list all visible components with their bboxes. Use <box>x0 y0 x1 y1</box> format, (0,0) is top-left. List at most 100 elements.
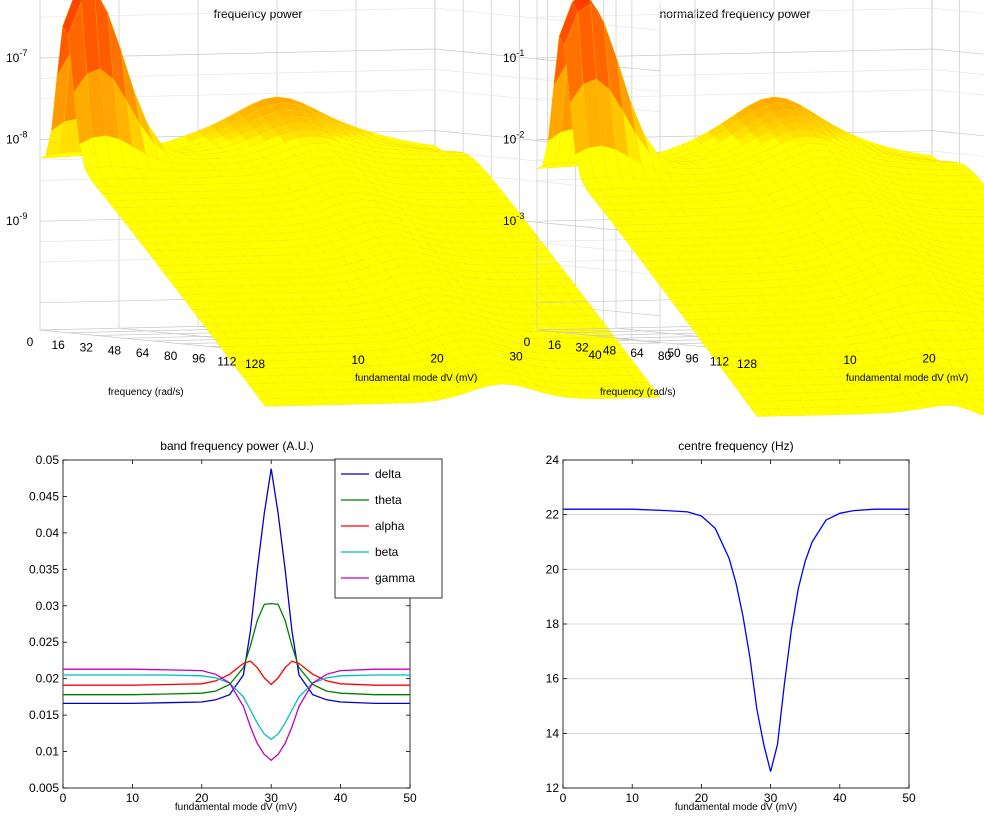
y-tick-label: 20 <box>922 351 936 365</box>
legend-entry-alpha: alpha <box>375 519 405 533</box>
x-tick-label: 50 <box>403 791 417 805</box>
series-line-alpha <box>63 660 410 686</box>
surface-cell <box>259 398 279 407</box>
wall-minor-grid-line <box>536 7 933 18</box>
legend-entry-beta: beta <box>375 545 399 559</box>
x-tick-label: 64 <box>136 346 150 360</box>
y-tick-label: 0.04 <box>36 526 60 540</box>
x-tick-label: 32 <box>80 341 94 355</box>
surface-mesh <box>536 0 984 417</box>
plot-area <box>62 459 411 789</box>
x-tick-label: 16 <box>548 338 562 352</box>
x-tick-label: 128 <box>737 357 757 371</box>
z-tick-label: 10-3 <box>503 211 524 228</box>
y-tick-label: 18 <box>546 617 560 631</box>
z-tick-label: 10-1 <box>503 48 524 65</box>
series-line-delta <box>63 468 410 705</box>
surface-cell <box>79 0 86 3</box>
y-tick-label: 0.035 <box>29 562 59 576</box>
y-tick-label: 22 <box>546 508 560 522</box>
x-tick-label: 96 <box>192 352 206 366</box>
x-tick-label: 32 <box>575 341 589 355</box>
plot-title: normalized frequency power <box>660 7 811 21</box>
y-tick-label: 10 <box>843 353 857 367</box>
y-tick-label: 0.05 <box>36 453 60 467</box>
y-tick-label: 0.02 <box>36 672 60 686</box>
wall-minor-grid-line <box>434 7 661 31</box>
plot-title: centre frequency (Hz) <box>678 439 793 453</box>
plot-title: frequency power <box>214 7 303 21</box>
x-axis-label: frequency (rad/s) <box>600 387 676 398</box>
y-tick-label: 0.01 <box>36 745 60 759</box>
y-tick-label: 10 <box>351 353 365 367</box>
axis-ticks: 0 16 32 48 64 80 96 112 128 10 20 30 40 50 10-1 10-2 10-… <box>503 48 936 371</box>
line-chart-band-frequency-power: band frequency power (A.U.) 0 10 20 30 40 50 0… <box>29 439 443 813</box>
x-tick-label: 40 <box>833 791 847 805</box>
x-axis-label: fundamental mode dV (mV) <box>675 802 797 813</box>
x-tick-label: 0 <box>560 791 567 805</box>
series-line-theta <box>63 602 410 696</box>
x-tick-label: 64 <box>630 346 644 360</box>
wall-minor-grid-line <box>931 89 984 96</box>
wall-minor-grid-line <box>931 69 984 75</box>
y-tick-label: 0.025 <box>29 635 59 649</box>
legend-entry-delta: delta <box>375 467 401 481</box>
x-tick-label: 112 <box>710 354 729 368</box>
x-tick-label: 48 <box>108 343 122 357</box>
legend-entry-theta: theta <box>375 493 402 507</box>
y-tick-label: 0.015 <box>29 708 59 722</box>
wall-grid-line <box>931 130 984 137</box>
x-axis-label: fundamental mode dV (mV) <box>175 802 297 813</box>
y-tick-label: 40 <box>588 348 602 362</box>
x-tick-label: 40 <box>334 791 348 805</box>
x-tick-label: 30 <box>265 791 279 805</box>
y-tick-label: 14 <box>546 726 560 740</box>
series-lines <box>563 508 909 772</box>
line-chart-centre-frequency: centre frequency (Hz) 0 10 20 30 40 50 12 14 16 1… <box>546 439 916 813</box>
y-tick-label: 0.005 <box>29 781 59 795</box>
surface-plot-frequency-power: frequency power 0 16 32 48 64 80 96 112 128 10 20 3… <box>6 0 681 407</box>
y-tick-label: 12 <box>546 781 560 795</box>
x-tick-label: 30 <box>764 791 778 805</box>
axis-ticks: 0 10 20 30 40 50 0.005 0.01 0.015 0.02 0.025 0.03 0.… <box>29 453 417 805</box>
x-tick-label: 10 <box>126 791 140 805</box>
legend-entry-gamma: gamma <box>375 571 415 585</box>
legend: delta theta alpha beta gamma <box>334 458 443 599</box>
z-tick-label: 10-7 <box>6 48 27 65</box>
x-tick-label: 96 <box>685 352 699 366</box>
surface-mesh <box>39 0 661 407</box>
z-tick-label: 10-2 <box>503 130 524 147</box>
surface-plot-normalized-frequency-power: normalized frequency power 0 16 32 48 64 80 96… <box>503 0 984 417</box>
y-tick-label: 16 <box>546 672 560 686</box>
series-line-centre-frequency <box>563 508 909 772</box>
x-tick-label: 0 <box>27 335 34 349</box>
z-tick-label: 10-9 <box>6 211 27 228</box>
x-axis-label: frequency (rad/s) <box>108 387 184 398</box>
x-tick-label: 80 <box>164 349 178 363</box>
wall-grid-line <box>931 48 984 55</box>
y-tick-label: 20 <box>546 562 560 576</box>
x-tick-label: 0 <box>524 335 531 349</box>
axis-ticks: 0 10 20 30 40 50 12 14 16 18 20 22 24 <box>546 453 916 805</box>
x-tick-label: 0 <box>60 791 67 805</box>
x-tick-label: 20 <box>695 791 709 805</box>
x-tick-label: 20 <box>195 791 209 805</box>
x-tick-label: 112 <box>217 354 236 368</box>
z-tick-label: 10-8 <box>6 130 27 147</box>
x-tick-label: 128 <box>245 357 265 371</box>
x-tick-label: 10 <box>626 791 640 805</box>
x-tick-label: 50 <box>902 791 916 805</box>
y-tick-label: 0.045 <box>29 489 59 503</box>
surface-cell <box>751 408 771 417</box>
legend-box <box>334 458 443 599</box>
y-tick-label: 24 <box>546 453 560 467</box>
wall-minor-grid-line <box>931 7 984 14</box>
series-line-gamma <box>63 668 410 762</box>
x-tick-label: 16 <box>51 338 65 352</box>
plot-title: band frequency power (A.U.) <box>160 439 313 453</box>
y-tick-label: 50 <box>667 346 681 360</box>
y-tick-label: 20 <box>430 351 444 365</box>
y-axis-label: fundamental mode dV (mV) <box>355 373 477 384</box>
y-tick-label: 30 <box>509 350 523 364</box>
